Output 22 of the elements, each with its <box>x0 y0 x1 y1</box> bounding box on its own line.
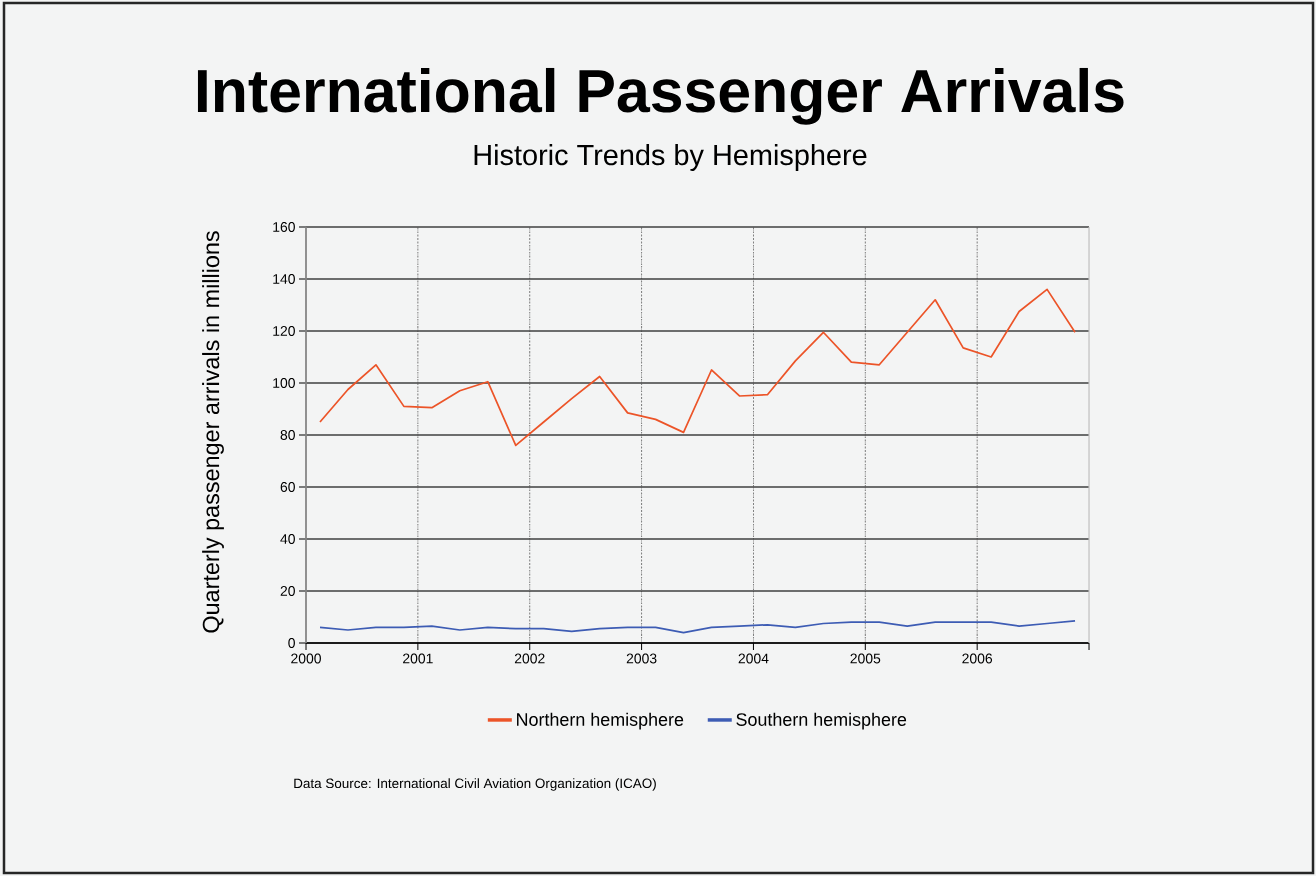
y-axis-title: Quarterly passenger arrivals in millions <box>202 231 224 633</box>
y-tick-label: 0 <box>288 638 295 648</box>
x-tick-label: 2004 <box>738 653 769 664</box>
y-tick-label: 160 <box>273 222 295 232</box>
chart-subtitle: Historic Trends by Hemisphere <box>474 144 867 171</box>
x-tick-label: 2000 <box>291 653 321 664</box>
x-tick-label: 2002 <box>514 653 545 664</box>
y-tick-label: 100 <box>273 378 295 388</box>
y-tick-label: 20 <box>280 586 295 596</box>
y-tick-label: 140 <box>273 274 295 284</box>
x-tick-label: 2003 <box>626 653 657 664</box>
legend-label: Southern hemisphere <box>736 712 907 730</box>
source-note: Data Source: International Civil Aviation Organization (ICAO) <box>294 778 656 791</box>
legend-label: Northern hemisphere <box>517 712 684 730</box>
y-tick-label: 80 <box>280 430 295 440</box>
chart-title: International Passenger Arrivals <box>197 67 1124 125</box>
y-tick-label: 60 <box>280 482 295 492</box>
y-tick-label: 40 <box>280 534 295 544</box>
x-tick-label: 2005 <box>850 653 881 664</box>
x-tick-label: 2006 <box>962 653 993 664</box>
y-tick-label: 120 <box>273 326 295 336</box>
x-tick-label: 2001 <box>403 653 433 664</box>
